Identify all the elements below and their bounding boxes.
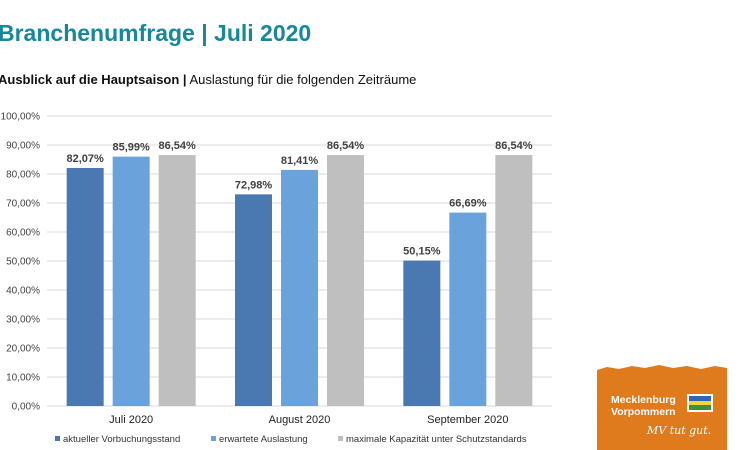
bar (235, 194, 272, 406)
bar (327, 155, 364, 406)
chart-subtitle: Ausblick auf die Hauptsaison | Auslastun… (0, 72, 416, 87)
data-label: 85,99% (113, 142, 151, 154)
data-label: 86,54% (327, 140, 365, 152)
y-axis: 0,00% 10,00% 20,00% 30,00% 40,00% 50,00% 60,00… (1, 112, 41, 413)
x-category-label: Juli 2020 (109, 414, 153, 426)
page-title: Branchenumfrage | Juli 2020 (0, 20, 312, 46)
y-tick-label: 90,00% (6, 141, 40, 152)
bar (158, 155, 196, 406)
data-label: 82,07% (67, 153, 105, 165)
y-tick-label: 40,00% (6, 286, 40, 297)
data-label: 86,54% (159, 140, 197, 152)
y-tick-label: 60,00% (6, 228, 40, 239)
x-axis: Juli 2020 August 2020 September 2020 (109, 414, 508, 426)
bar (495, 155, 533, 406)
legend: aktueller Vorbuchungsstand erwartete Ausl… (55, 434, 527, 445)
subtitle-rest: Auslastung für die folgenden Zeiträume (186, 72, 417, 87)
subtitle-bold: Ausblick auf die Hauptsaison | (0, 72, 187, 87)
legend-label: maximale Kapazität unter Schutzstandards (346, 434, 527, 445)
legend-swatch (338, 436, 343, 441)
data-labels: 82,07% 85,99% 86,54% 72,98% 81,41% 86,54% 50,1… (67, 140, 533, 258)
bar-chart: 0,00% 10,00% 20,00% 30,00% 40,00% 50,00% 60,00… (1, 112, 552, 445)
mv-logo: Mecklenburg Vorpommern MV tut gut. (597, 365, 727, 450)
bar (403, 260, 441, 406)
logo-background (597, 365, 727, 450)
bar (66, 167, 104, 406)
legend-swatch (211, 436, 216, 441)
data-label: 66,69% (449, 198, 487, 210)
y-tick-label: 20,00% (6, 344, 40, 355)
y-tick-label: 30,00% (6, 315, 40, 326)
bars (66, 155, 533, 406)
y-tick-label: 10,00% (6, 373, 40, 384)
legend-swatch (55, 436, 60, 441)
bar (281, 169, 318, 406)
legend-label: aktueller Vorbuchungsstand (63, 434, 180, 445)
legend-label: erwartete Auslastung (219, 434, 308, 445)
logo-slogan: MV tut gut. (646, 424, 711, 437)
y-tick-label: 0,00% (12, 402, 40, 413)
flag-icon (687, 394, 713, 412)
x-category-label: September 2020 (427, 414, 508, 426)
x-category-label: August 2020 (269, 414, 331, 426)
data-label: 86,54% (495, 140, 533, 152)
logo-line1: Mecklenburg (611, 394, 676, 406)
y-tick-label: 70,00% (6, 199, 40, 210)
y-tick-label: 100,00% (1, 112, 41, 123)
y-tick-label: 80,00% (6, 170, 40, 181)
data-label: 81,41% (281, 155, 319, 167)
y-tick-label: 50,00% (6, 257, 40, 268)
bar (449, 212, 487, 406)
data-label: 50,15% (403, 246, 441, 258)
bar (112, 156, 150, 406)
logo-line2: Vorpommern (611, 406, 676, 418)
data-label: 72,98% (235, 179, 273, 191)
